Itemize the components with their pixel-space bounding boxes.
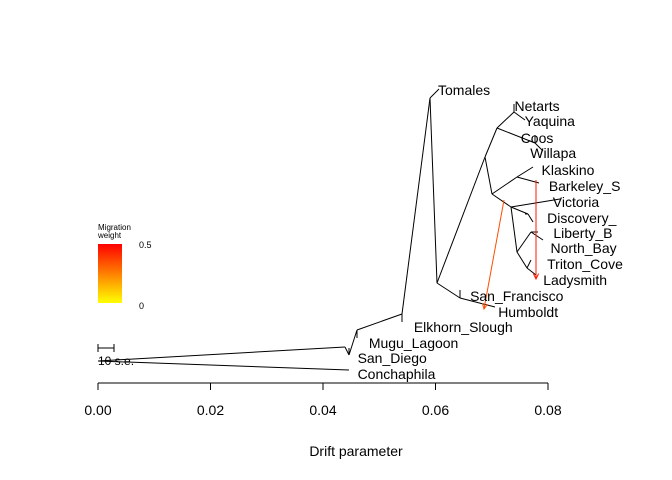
branch-discovery — [527, 213, 534, 223]
x-tick-label: 0.06 — [422, 402, 449, 418]
branch-tomales — [429, 88, 440, 99]
branch-barkeley — [516, 176, 540, 184]
tip-label-mugu-lagoon: Mugu_Lagoon — [369, 335, 459, 351]
branch-northern — [436, 156, 486, 284]
x-tick-label: 0.00 — [84, 402, 111, 418]
tip-label-coos: Coos — [521, 130, 554, 146]
legend-max-label: 0.5 — [139, 240, 152, 250]
tip-label-conchaphila: Conchaphila — [358, 366, 436, 382]
tip-label-san-francisco: San_Francisco — [470, 288, 564, 304]
tip-label-discovery-: Discovery_ — [547, 210, 616, 226]
x-axis: 0.00 0.02 0.04 0.06 0.08 — [84, 382, 562, 418]
migration-edge — [483, 199, 505, 310]
branch-node6 — [436, 282, 461, 299]
migration-arrowhead — [481, 303, 488, 311]
legend-title-line1: Migration — [98, 223, 131, 232]
branch-humboldt — [459, 297, 496, 308]
branch-klaskino-barkeley-stem — [491, 176, 518, 195]
scale-bar-label: 10 s.e. — [98, 354, 134, 368]
legend-title-line2: weight — [97, 231, 122, 240]
tip-label-barkeley-s: Barkeley_S — [549, 178, 621, 194]
migration-arrowhead — [532, 273, 540, 281]
branch-vi-c — [510, 206, 518, 253]
x-tick-label: 0.08 — [534, 402, 561, 418]
branch-willapa — [534, 142, 544, 152]
branch-ladysmith — [526, 267, 537, 276]
legend-min-label: 0 — [139, 301, 144, 311]
branch-netarts-yaquina-stem — [496, 111, 515, 129]
branch-yaquina — [513, 111, 526, 121]
branch-discovery-stem — [510, 206, 529, 215]
branch-vi — [484, 156, 493, 195]
branch-triton — [526, 259, 532, 269]
branch-northbay — [530, 231, 544, 241]
tip-label-liberty-b: Liberty_B — [553, 225, 612, 241]
migration-legend: Migration weight 0.5 0 — [97, 223, 152, 311]
tip-label-ladysmith: Ladysmith — [543, 272, 607, 288]
x-tick-label: 0.04 — [309, 402, 336, 418]
branch-klaskino — [516, 166, 534, 178]
tree-branches — [97, 88, 561, 371]
tip-label-yaquina: Yaquina — [525, 113, 576, 129]
tip-label-netarts: Netarts — [515, 98, 560, 114]
branch-vi-b — [491, 193, 512, 208]
tip-label-north-bay: North_Bay — [551, 240, 617, 256]
x-axis-title: Drift parameter — [309, 443, 403, 459]
tip-label-klaskino: Klaskino — [542, 162, 595, 178]
branch-conchaphila — [97, 360, 350, 371]
branch-triton-stem — [516, 251, 528, 269]
branch-root-to-node1 — [97, 346, 346, 362]
tip-labels: Tomales NetartsYaquinaCoosWillapaKlaskino… — [358, 82, 624, 382]
scale-bar — [97, 344, 115, 352]
branch-liberty-stem — [516, 231, 532, 253]
tip-label-willapa: Willapa — [530, 145, 576, 161]
branch-node1-stem — [344, 346, 350, 356]
legend-gradient — [98, 244, 122, 303]
branch-node2 — [348, 329, 358, 356]
branch-node3 — [356, 313, 403, 331]
branch-node5 — [429, 97, 438, 284]
tip-label-humboldt: Humboldt — [498, 304, 558, 320]
tip-label-elkhorn-slough: Elkhorn_Slough — [414, 319, 513, 335]
tip-label-san-diego: San_Diego — [358, 350, 427, 366]
tip-label-victoria: Victoria — [553, 194, 600, 210]
tip-label-triton-cove: Triton_Cove — [547, 256, 623, 272]
migration-edges — [481, 180, 540, 311]
branch-coos-willapa-stem — [496, 127, 536, 144]
branch-node4 — [401, 97, 431, 315]
tip-label-tomales: Tomales — [438, 82, 490, 98]
branch-north-a — [484, 127, 498, 158]
x-tick-label: 0.02 — [197, 402, 224, 418]
